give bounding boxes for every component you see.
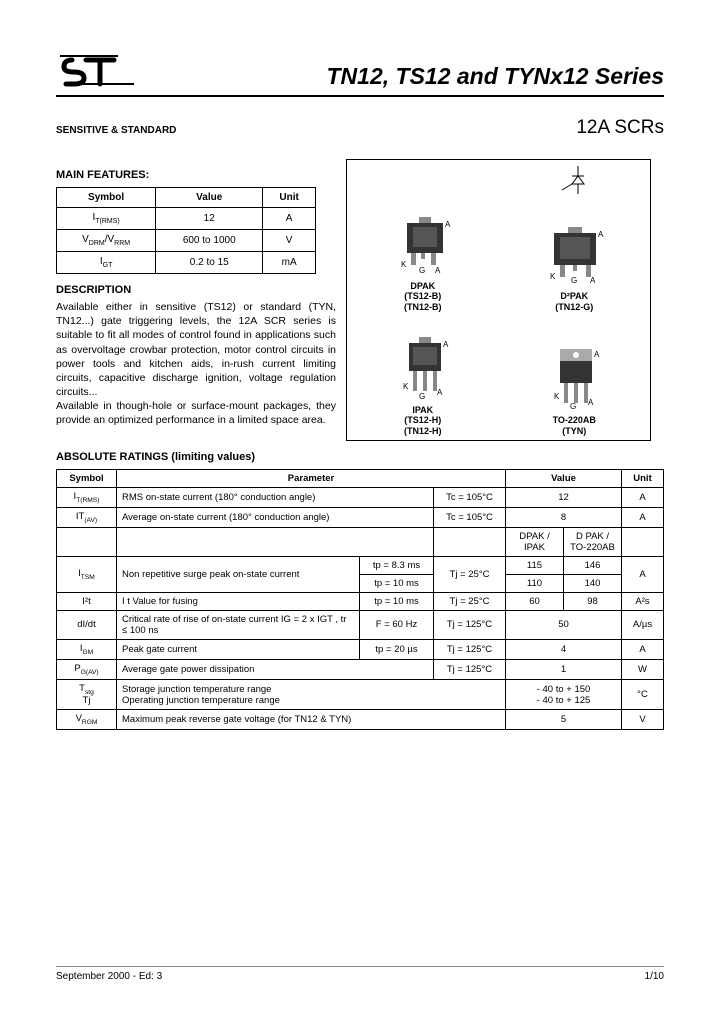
table-row: TstgTj Storage junction temperature rang…	[57, 679, 664, 710]
package-diagram-box: A A K G DPAK(TS12-B)(TN12-B)	[346, 159, 651, 441]
svg-text:A: A	[590, 276, 596, 285]
table-row: VRGM Maximum peak reverse gate voltage (…	[57, 710, 664, 730]
svg-text:G: G	[570, 402, 576, 411]
footer: September 2000 - Ed: 3 1/10	[56, 966, 664, 982]
svg-text:K: K	[401, 260, 407, 269]
description-heading: DESCRIPTION	[56, 284, 336, 296]
features-table: Symbol Value Unit IT(RMS) 12 A VDRM/VRRM…	[56, 187, 316, 274]
col-value: Value	[506, 470, 622, 488]
footer-date: September 2000 - Ed: 3	[56, 971, 162, 982]
svg-text:K: K	[550, 272, 556, 281]
svg-text:A: A	[435, 266, 441, 275]
table-row: IT(AV) Average on-state current (180° co…	[57, 507, 664, 527]
d2pak-icon: A A K G	[538, 227, 610, 287]
table-row: ITSM Non repetitive surge peak on-state …	[57, 556, 664, 574]
to220-icon: A A K G	[542, 347, 606, 411]
svg-text:G: G	[419, 392, 425, 401]
col-unit: Unit	[263, 188, 316, 208]
page-title: TN12, TS12 and TYNx12 Series	[327, 63, 665, 90]
package-to220ab: A A K G TO-220AB(TYN)	[499, 316, 651, 440]
svg-text:A: A	[594, 350, 600, 359]
dpak-icon: A A K G	[389, 217, 457, 277]
table-row: IT(RMS) RMS on-state current (180° condu…	[57, 488, 664, 508]
ratings-table: Symbol Parameter Value Unit IT(RMS) RMS …	[56, 469, 664, 730]
col-symbol: Symbol	[57, 470, 117, 488]
table-row: IGM Peak gate current tp = 20 µs Tj = 12…	[57, 639, 664, 659]
package-dpak: A A K G DPAK(TS12-B)(TN12-B)	[347, 192, 499, 316]
svg-text:A: A	[437, 388, 443, 397]
svg-text:A: A	[588, 398, 594, 407]
col-symbol: Symbol	[57, 188, 156, 208]
table-row: DPAK / IPAK D PAK / TO-220AB	[57, 527, 664, 556]
package-d2pak: A A K G D²PAK(TN12-G)	[499, 192, 651, 316]
table-row: I²t I t Value for fusing tp = 10 ms Tj =…	[57, 592, 664, 610]
subtitle-right: 12A SCRs	[576, 117, 664, 139]
description-text: Available either in sensitive (TS12) or …	[56, 300, 336, 399]
svg-text:G: G	[419, 266, 425, 275]
table-row: IT(RMS) 12 A	[57, 208, 316, 230]
svg-text:A: A	[598, 230, 604, 239]
col-unit: Unit	[622, 470, 664, 488]
st-logo	[56, 48, 136, 90]
col-value: Value	[156, 188, 263, 208]
package-ipak: A A K G IPAK(TS12-H)(TN12-H)	[347, 316, 499, 440]
table-row: VDRM/VRRM 600 to 1000 V	[57, 230, 316, 252]
ipak-icon: A A K G	[391, 337, 455, 401]
svg-text:K: K	[403, 382, 409, 391]
col-parameter: Parameter	[117, 470, 506, 488]
description-text-2: Available in though-hole or surface-moun…	[56, 399, 336, 427]
svg-text:G: G	[571, 276, 577, 285]
svg-text:A: A	[445, 220, 451, 229]
footer-page: 1/10	[645, 971, 664, 982]
scr-schematic-icon	[554, 166, 596, 207]
svg-text:K: K	[554, 392, 560, 401]
ratings-heading: ABSOLUTE RATINGS (limiting values)	[56, 451, 664, 463]
table-row: IGT 0.2 to 15 mA	[57, 252, 316, 274]
table-row: PG(AV) Average gate power dissipation Tj…	[57, 659, 664, 679]
table-row: dI/dt Critical rate of rise of on-state …	[57, 610, 664, 639]
svg-text:A: A	[443, 340, 449, 349]
features-heading: MAIN FEATURES:	[56, 169, 336, 181]
subtitle-left: SENSITIVE & STANDARD	[56, 125, 176, 136]
